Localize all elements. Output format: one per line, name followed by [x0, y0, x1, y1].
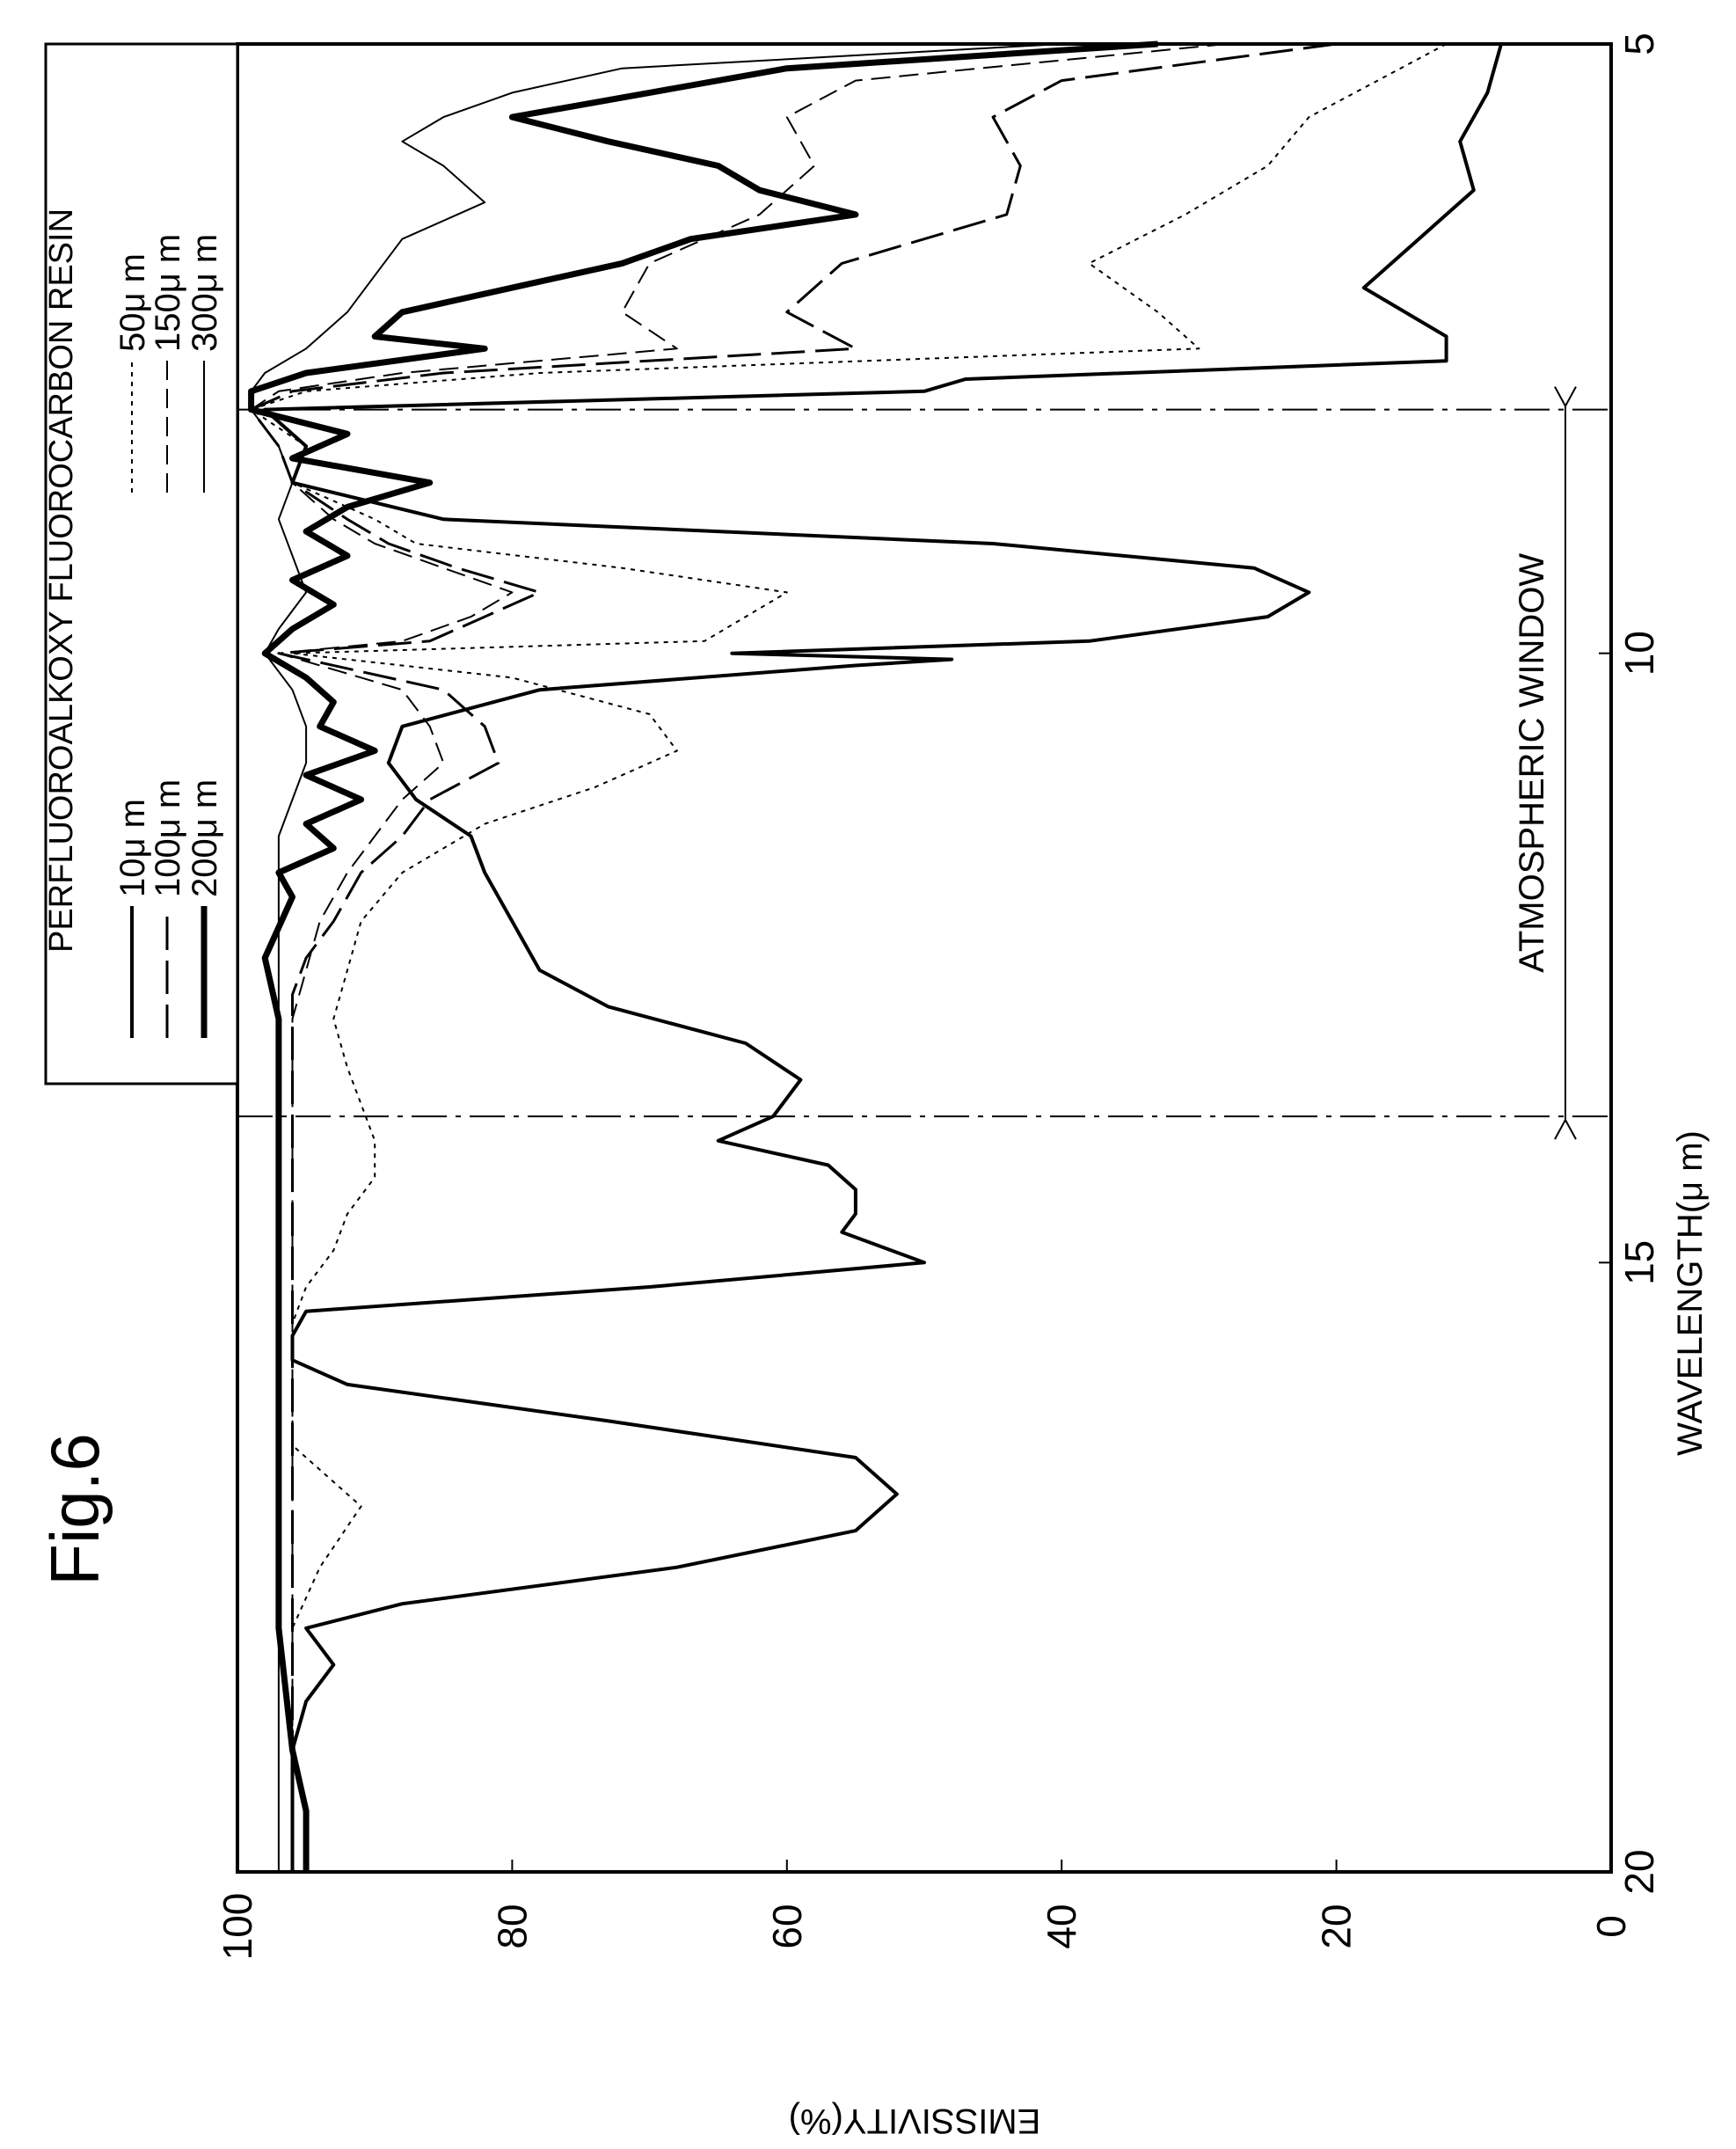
y-tick-label: 60: [764, 1904, 810, 1948]
x-tick-label: 5: [1616, 33, 1662, 55]
series-line: [250, 43, 1448, 1872]
series-line: [263, 43, 1503, 1872]
figure-label: Fig.6: [36, 1433, 113, 1585]
window-arrow-head-left: [1554, 1118, 1577, 1140]
y-tick-label: 0: [1588, 1915, 1634, 1938]
series-line: [248, 40, 1158, 1872]
series-line: [250, 43, 1227, 1872]
y-axis-title: EMISSIVITY(%): [789, 2101, 1041, 2140]
legend-entry-label: 200μ m: [186, 779, 224, 897]
series-line: [250, 42, 1337, 1872]
x-tick-label: 20: [1616, 1849, 1662, 1894]
legend-entry-label: 50μ m: [113, 253, 152, 352]
legend: PERFLUOROALKOXY FLUOROCARBON RESIN 10μ m…: [43, 42, 239, 1085]
legend-entry-label: 10μ m: [113, 799, 152, 897]
y-tick-labels: 0 20 40 60 80 100: [215, 1860, 1634, 1960]
x-tick-labels: 5 10 15 20: [1599, 33, 1662, 1895]
series-line: [250, 43, 1062, 1872]
y-tick-label: 100: [215, 1893, 260, 1961]
window-arrow-head-right: [1554, 386, 1577, 408]
x-tick-label: 15: [1616, 1240, 1662, 1285]
atmospheric-window-annotation: ATMOSPHERIC WINDOW: [237, 386, 1611, 1140]
legend-entry-label: 300μ m: [186, 234, 224, 352]
y-tick-label: 40: [1039, 1904, 1084, 1948]
y-tick-label: 20: [1314, 1904, 1360, 1948]
legend-entry-label: 150μ m: [149, 234, 187, 352]
legend-entry-label: 100μ m: [149, 779, 187, 897]
y-tick-label: 80: [489, 1904, 535, 1948]
legend-entries: 10μ m 50μ m 100μ m 150μ m 200μ m 300μ m: [113, 234, 224, 1038]
atmospheric-window-label: ATMOSPHERIC WINDOW: [1513, 553, 1551, 973]
legend-title: PERFLUOROALKOXY FLUOROCARBON RESIN: [43, 208, 80, 953]
x-axis-title: WAVELENGTH(μ m): [1671, 1130, 1710, 1456]
series-lines: [248, 40, 1503, 1872]
x-tick-label: 10: [1616, 631, 1662, 676]
